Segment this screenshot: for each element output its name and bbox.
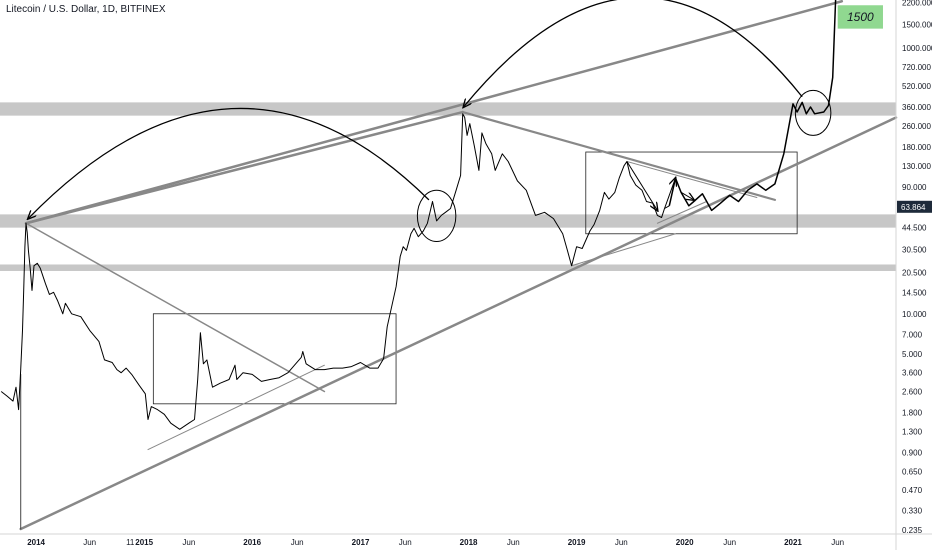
y-tick-label: 0.235 xyxy=(902,526,923,535)
arc-2018-to-2021 xyxy=(464,0,803,107)
y-tick-label: 90.000 xyxy=(902,183,927,192)
ellipse-2021 xyxy=(794,89,832,136)
y-tick-label: 1500.000 xyxy=(902,21,932,30)
x-tick-label: 2014 xyxy=(27,538,45,547)
consolidation-box-2019 xyxy=(585,151,798,235)
arc-2014-to-2017 xyxy=(28,107,430,218)
arrow-2020-down xyxy=(680,191,694,200)
y-tick-label: 44.500 xyxy=(902,224,927,233)
x-tick-label: 2017 xyxy=(352,538,370,547)
x-tick-label: Jun xyxy=(182,538,195,547)
x-tick-label: Jun xyxy=(723,538,736,547)
upper-channel-line xyxy=(24,0,844,225)
y-tick-label: 520.000 xyxy=(902,82,931,91)
current-price-tag xyxy=(897,200,932,213)
x-tick-label: 2018 xyxy=(460,538,478,547)
y-tick-label: 180.000 xyxy=(902,143,931,152)
y-tick-label: 14.500 xyxy=(902,288,927,297)
x-tick-label: Jun xyxy=(615,538,628,547)
y-tick-label: 0.900 xyxy=(902,449,923,458)
current-price-label: 63.864 xyxy=(901,203,926,212)
x-tick-label: 11 xyxy=(126,538,135,547)
y-tick-label: 20.500 xyxy=(902,268,927,277)
target-label: 1500 xyxy=(847,10,874,24)
y-tick-label: 360.000 xyxy=(902,103,931,112)
y-tick-label: 7.000 xyxy=(902,330,923,339)
y-tick-label: 0.650 xyxy=(902,467,923,476)
x-tick-label: 2016 xyxy=(243,538,261,547)
support-zone-mid xyxy=(0,214,896,228)
y-tick-label: 260.000 xyxy=(902,122,931,131)
descending-line-2018 xyxy=(461,110,777,201)
projection-path xyxy=(668,0,837,212)
y-tick-label: 30.500 xyxy=(902,245,927,254)
x-tick-label: Jun xyxy=(83,538,96,547)
y-tick-label: 1000.000 xyxy=(902,44,932,53)
ellipse-2017 xyxy=(416,189,457,242)
y-tick-label: 10.000 xyxy=(902,310,927,319)
x-tick-label: 2020 xyxy=(676,538,694,547)
y-tick-label: 2.600 xyxy=(902,388,923,397)
y-tick-label: 3.600 xyxy=(902,369,923,378)
x-tick-label: Jun xyxy=(399,538,412,547)
top-to-top-line xyxy=(24,110,464,225)
y-tick-label: 1.300 xyxy=(902,427,923,436)
x-tick-label: 2019 xyxy=(568,538,586,547)
x-tick-label: Jun xyxy=(507,538,520,547)
descending-line-2019 xyxy=(626,161,758,199)
y-tick-label: 5.000 xyxy=(902,350,923,359)
x-tick-label: Jun xyxy=(831,538,844,547)
target-box xyxy=(837,5,883,29)
y-tick-label: 0.330 xyxy=(902,507,923,516)
y-tick-label: 130.000 xyxy=(902,162,931,171)
x-tick-label: 2021 xyxy=(784,538,802,547)
y-tick-label: 0.470 xyxy=(902,486,923,495)
y-tick-label: 2200.000 xyxy=(902,0,932,8)
arrow-2019-down xyxy=(626,161,657,211)
price-line xyxy=(0,113,670,430)
arrow-2019-up xyxy=(664,178,676,209)
rising-support-2019 xyxy=(571,233,676,267)
rising-support-2015 xyxy=(147,364,325,451)
chart-title: Litecoin / U.S. Dollar, 1D, BITFINEX xyxy=(6,4,166,15)
descending-line-2014 xyxy=(25,222,326,393)
lower-channel-line xyxy=(19,116,898,531)
y-tick-label: 1.800 xyxy=(902,409,923,418)
x-tick-label: Jun xyxy=(291,538,304,547)
x-tick-label: 2015 xyxy=(135,538,153,547)
support-zone-low xyxy=(0,264,896,271)
mini-rising-2019 xyxy=(656,200,708,224)
consolidation-box-2015 xyxy=(152,313,397,405)
y-tick-label: 720.000 xyxy=(902,63,931,72)
